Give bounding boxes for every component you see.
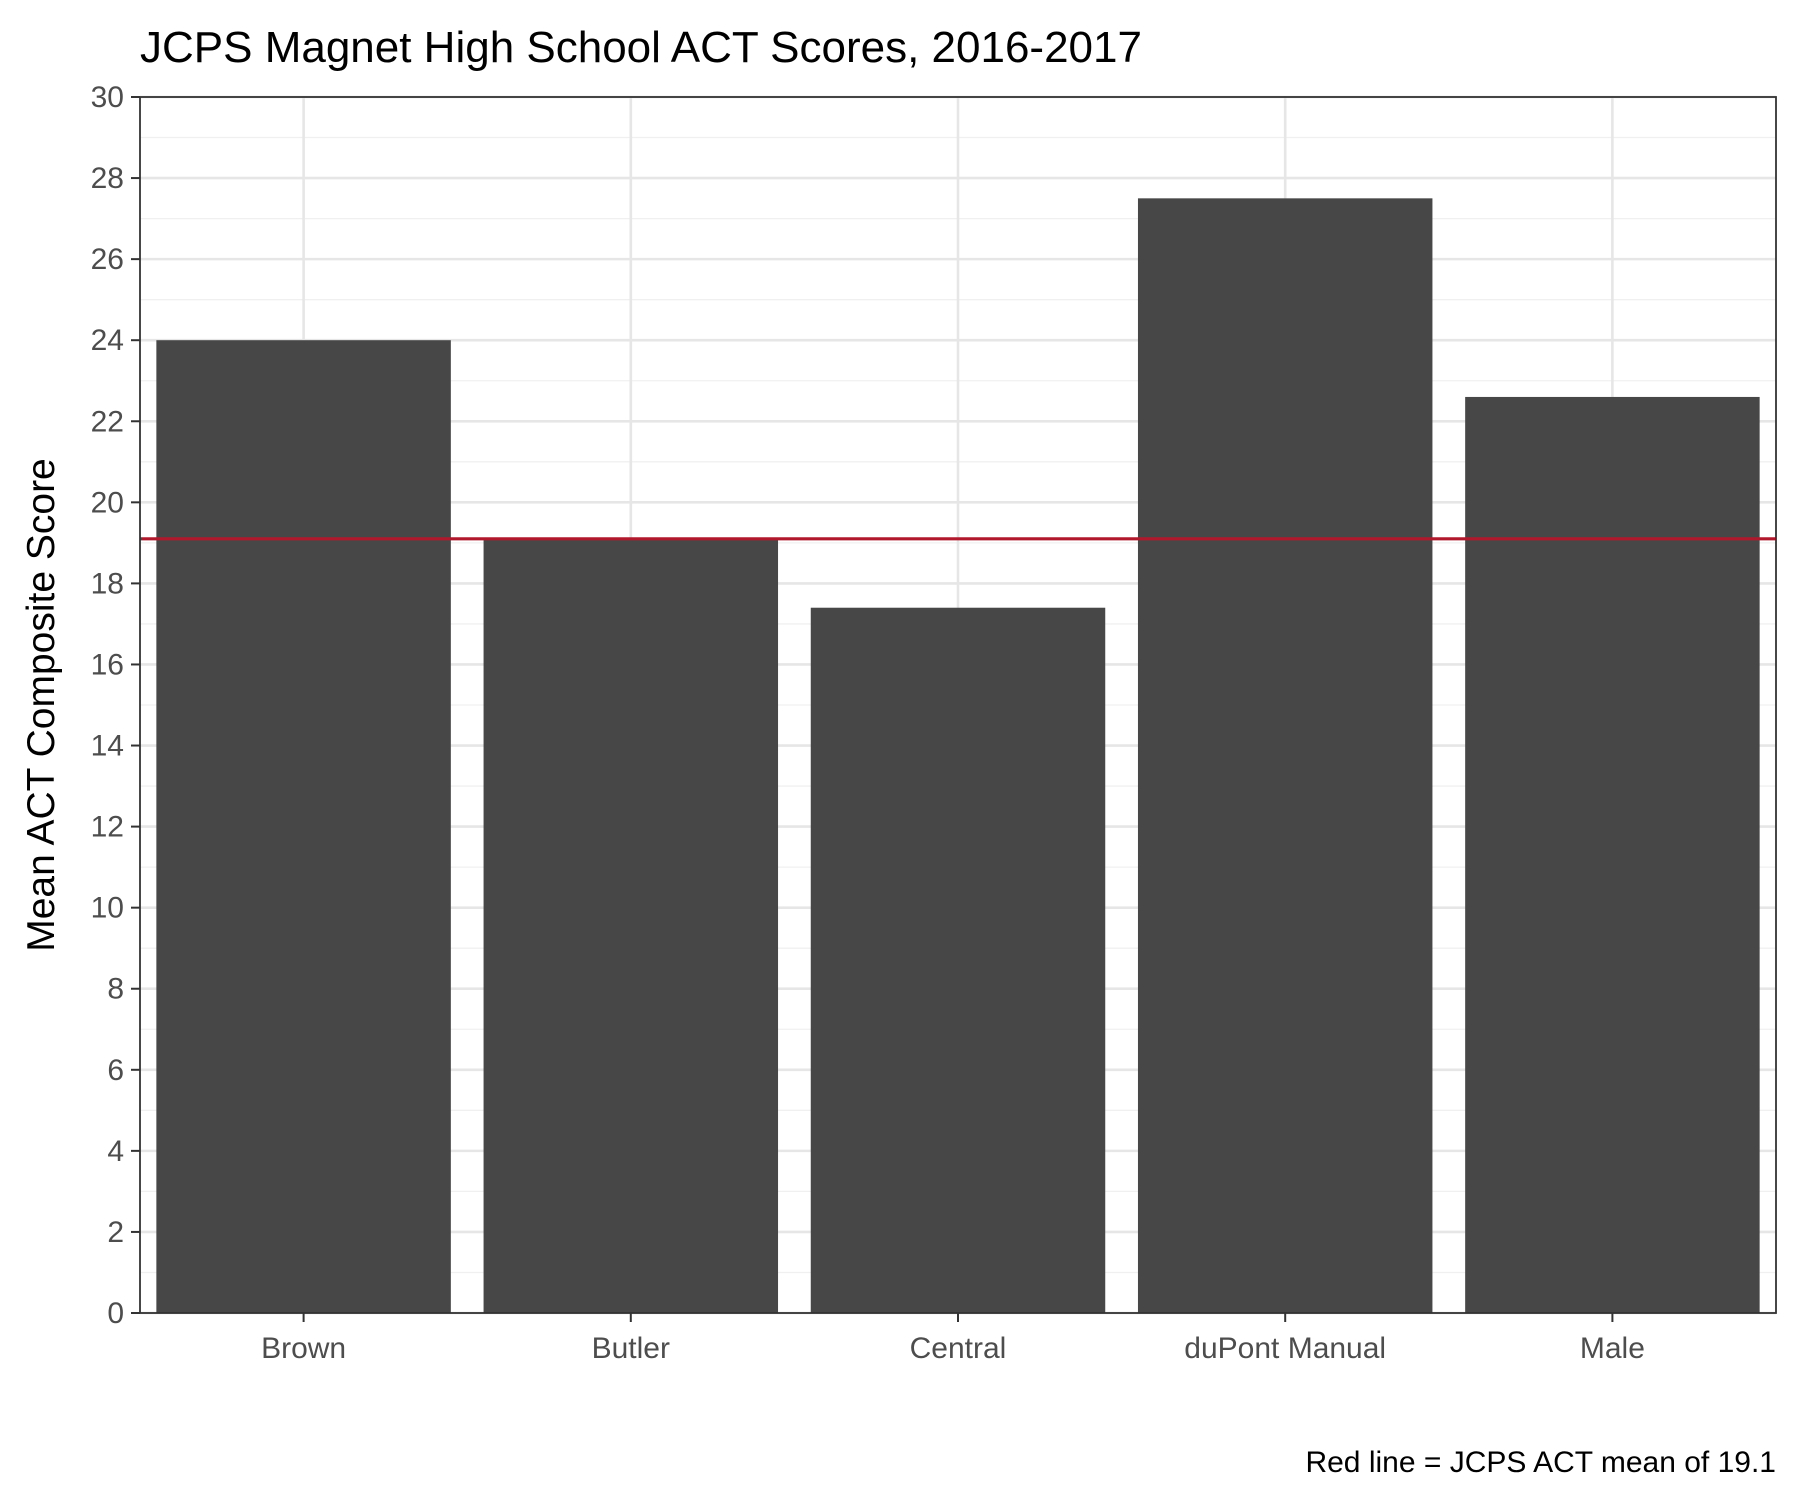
bar-brown [156,340,451,1313]
bar-male [1465,396,1760,1313]
y-tick-label: 20 [91,486,124,519]
y-axis-label: Mean ACT Composite Score [20,458,63,952]
y-tick-label: 0 [107,1297,124,1330]
y-tick-label: 26 [91,243,124,276]
bar-dupont-manual [1137,198,1433,1313]
y-tick-label: 22 [91,405,124,438]
bars [156,198,1760,1313]
bar-butler [483,538,779,1313]
y-tick-label: 24 [91,324,124,357]
y-tick-label: 28 [91,162,124,195]
x-axis: Brown Butler Central duPont Manual Male [261,1313,1645,1365]
x-tick-label: Male [1580,1332,1645,1365]
x-tick-label: duPont Manual [1184,1332,1386,1365]
y-tick-label: 18 [91,567,124,600]
y-tick-label: 30 [91,81,124,114]
y-tick-label: 10 [91,892,124,925]
x-tick-label: Brown [261,1332,346,1365]
y-tick-label: 16 [91,648,124,681]
chart-caption: Red line = JCPS ACT mean of 19.1 [1305,1446,1776,1479]
y-tick-label: 12 [91,811,124,844]
x-tick-label: Butler [592,1332,670,1365]
y-tick-label: 4 [107,1135,124,1168]
y-tick-label: 2 [107,1216,124,1249]
y-tick-label: 8 [107,973,124,1006]
bar-central [810,607,1106,1313]
x-tick-label: Central [910,1332,1007,1365]
chart-title: JCPS Magnet High School ACT Scores, 2016… [140,23,1142,72]
y-tick-label: 6 [107,1054,124,1087]
y-tick-label: 14 [91,730,124,763]
